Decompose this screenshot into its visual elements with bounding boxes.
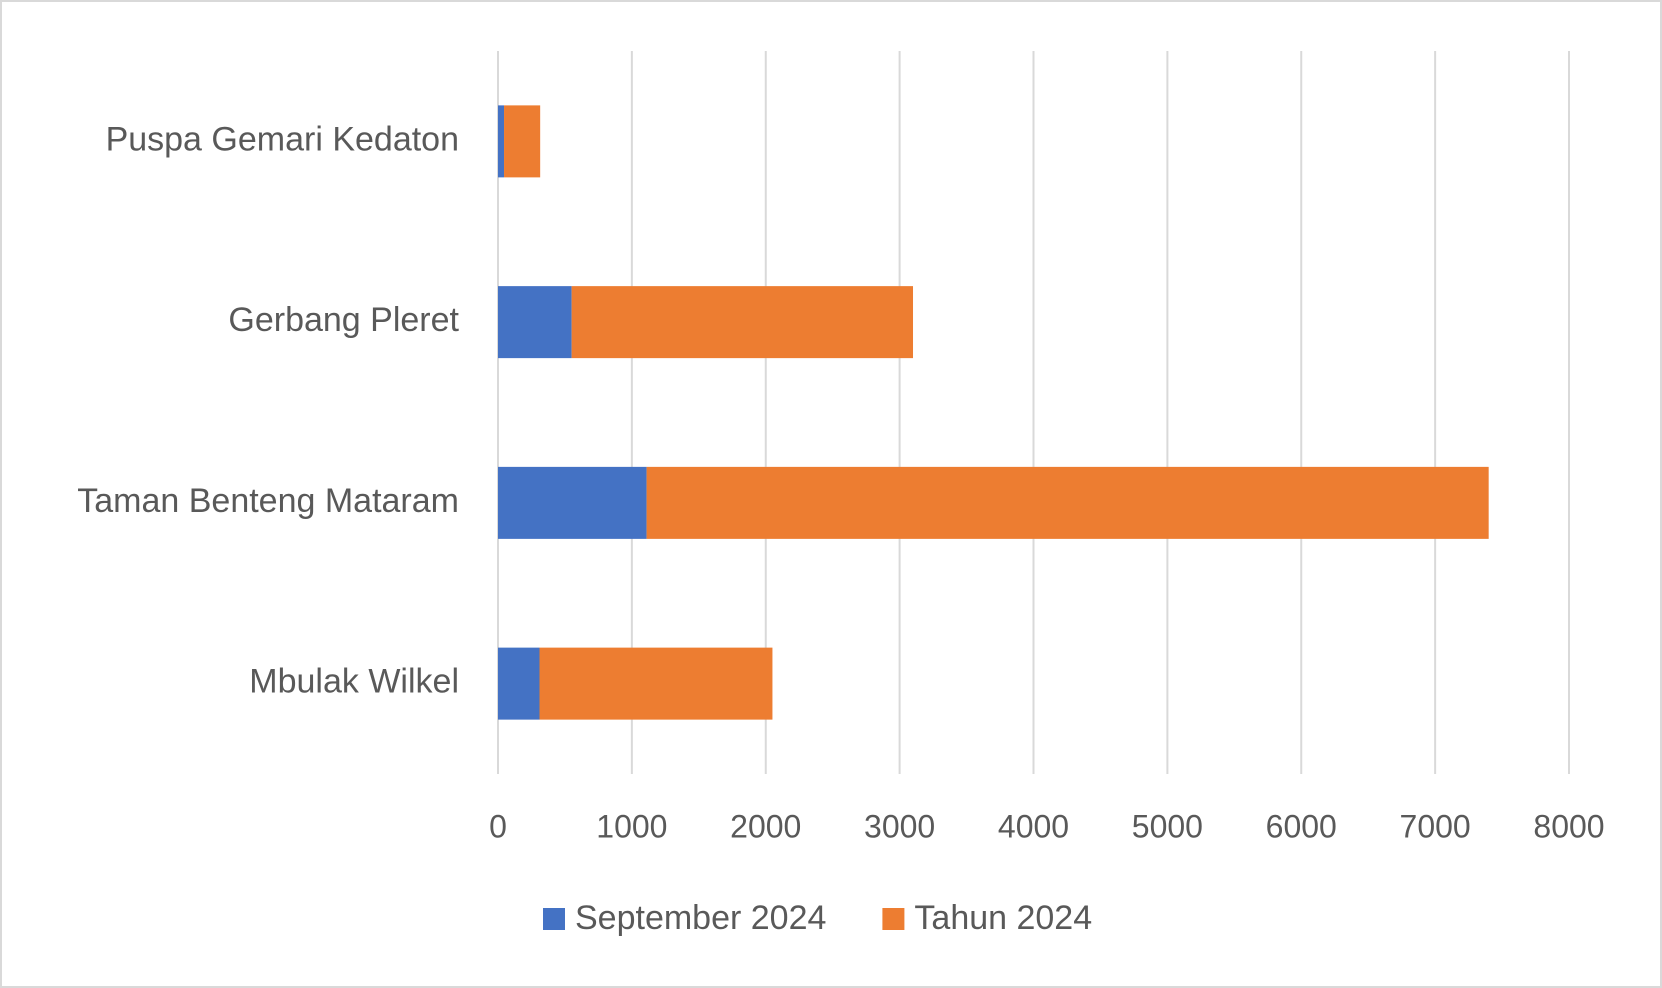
y-tick-label: Mbulak Wilkel	[249, 663, 459, 701]
y-tick-label: Taman Benteng Mataram	[77, 482, 459, 520]
x-tick-label: 8000	[1533, 808, 1604, 844]
x-tick-label: 2000	[730, 808, 801, 844]
x-tick-label: 6000	[1266, 808, 1337, 844]
x-tick-label: 3000	[864, 808, 935, 844]
legend-label: September 2024	[575, 899, 826, 937]
bar	[504, 105, 541, 178]
legend-swatch	[882, 908, 905, 930]
bar	[498, 647, 540, 720]
bar	[571, 286, 914, 359]
x-tick-label: 4000	[998, 808, 1069, 844]
y-tick-label: Gerbang Pleret	[228, 301, 459, 339]
legend-swatch	[543, 908, 565, 930]
x-tick-label: 7000	[1400, 808, 1471, 844]
x-tick-label: 1000	[596, 808, 667, 844]
bar	[646, 466, 1489, 539]
bar	[498, 466, 647, 539]
x-tick-label: 5000	[1132, 808, 1203, 844]
legend-label: Tahun 2024	[914, 899, 1092, 937]
bar	[498, 105, 505, 178]
x-tick-label: 0	[489, 808, 507, 844]
y-tick-label: Puspa Gemari Kedaton	[106, 120, 459, 158]
bar	[498, 286, 572, 359]
bar	[539, 647, 773, 720]
